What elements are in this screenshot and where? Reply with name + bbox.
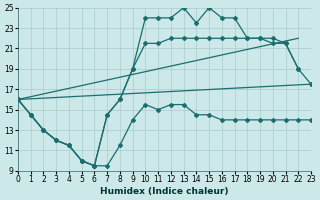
X-axis label: Humidex (Indice chaleur): Humidex (Indice chaleur) bbox=[100, 187, 229, 196]
